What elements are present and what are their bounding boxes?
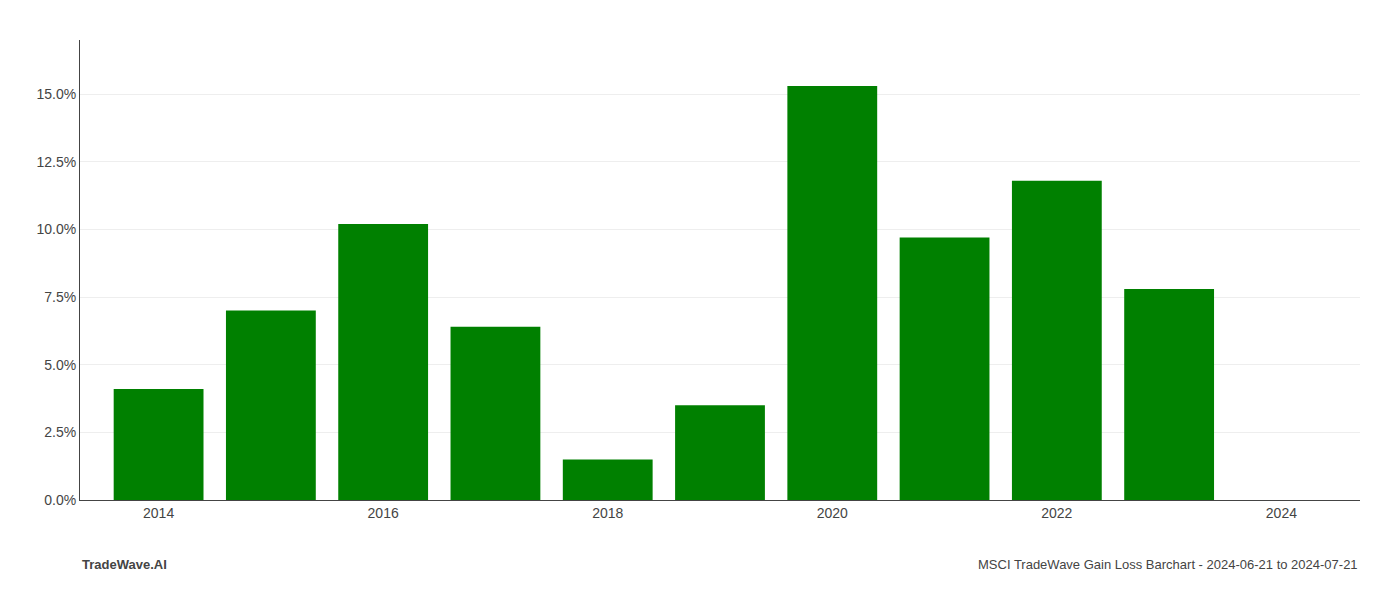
svg-text:5.0%: 5.0% bbox=[44, 357, 76, 373]
svg-text:12.5%: 12.5% bbox=[36, 154, 76, 170]
svg-text:2.5%: 2.5% bbox=[44, 424, 76, 440]
svg-text:15.0%: 15.0% bbox=[36, 86, 76, 102]
svg-text:MSCI TradeWave Gain Loss Barch: MSCI TradeWave Gain Loss Barchart - 2024… bbox=[978, 557, 1358, 572]
svg-text:2016: 2016 bbox=[368, 505, 399, 521]
svg-text:2022: 2022 bbox=[1041, 505, 1072, 521]
svg-text:7.5%: 7.5% bbox=[44, 289, 76, 305]
svg-text:2020: 2020 bbox=[817, 505, 848, 521]
svg-text:10.0%: 10.0% bbox=[36, 221, 76, 237]
svg-text:2014: 2014 bbox=[143, 505, 174, 521]
svg-text:TradeWave.AI: TradeWave.AI bbox=[82, 557, 167, 572]
svg-text:2018: 2018 bbox=[592, 505, 623, 521]
svg-text:0.0%: 0.0% bbox=[44, 492, 76, 508]
svg-text:2024: 2024 bbox=[1266, 505, 1297, 521]
